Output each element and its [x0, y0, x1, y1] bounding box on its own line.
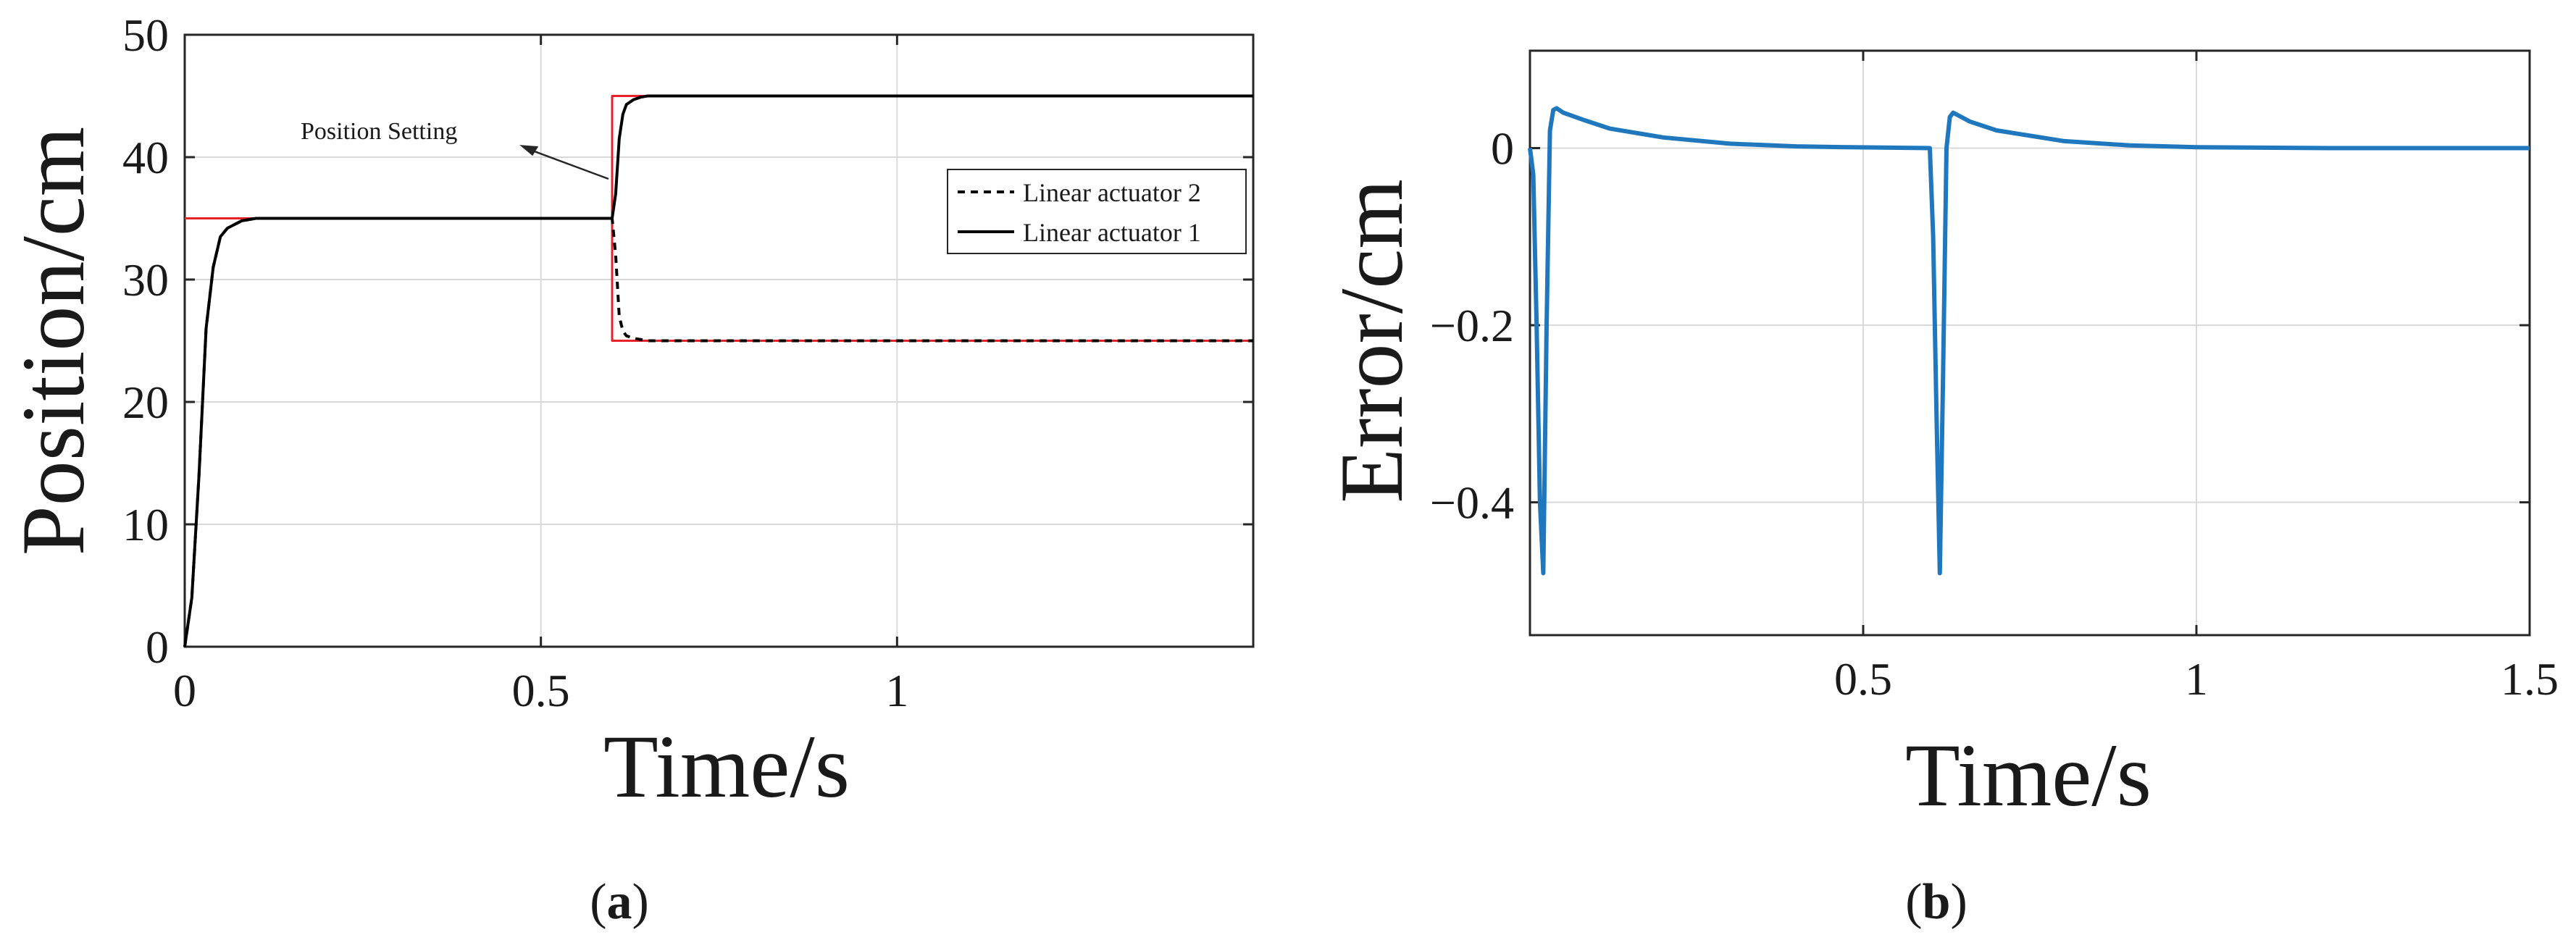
panel-b-axes-frame [1529, 49, 2531, 637]
panel-b-series-error [1528, 106, 2530, 576]
panel-b-label-letter: b [1923, 874, 1951, 930]
panel-a-series [183, 94, 1253, 647]
panel-b-x-tick-label: 1.5 [2501, 653, 2559, 705]
legend-box [947, 169, 1247, 254]
panel-a-y-tick-label: 20 [122, 377, 169, 428]
panel-b-x-tick-label: 1 [2185, 653, 2208, 705]
legend-label-linear-actuator-1: Linear actuator 1 [1023, 218, 1201, 247]
panel-a-label-open: ( [590, 874, 606, 930]
panel-b-label-open: ( [1905, 874, 1922, 930]
panel-a-series-linear-actuator-1 [183, 94, 1253, 647]
position-setting-annotation: Position Setting [301, 118, 609, 180]
panel-b-x-tick-label: 0.5 [1834, 653, 1892, 705]
annotation-text: Position Setting [301, 118, 457, 145]
panel-a-x-tick-label: 1 [885, 665, 908, 716]
panel-a-label-close: ) [632, 874, 649, 930]
panel-a-x-tick-label: 0 [173, 665, 196, 716]
panel-b-label: (b) [1905, 874, 1967, 930]
panel-b-chart: 0.5 1 1.5 0 −0.2 −0.4 Time/s Error/cm (b) [1322, 49, 2559, 930]
panel-a-label: (a) [590, 874, 649, 930]
legend-label-linear-actuator-2: Linear actuator 2 [1023, 178, 1201, 207]
panel-a-y-axis-title: Position/cm [4, 127, 103, 556]
panel-a-y-tick-label: 0 [146, 621, 169, 673]
panel-b-x-axis-title: Time/s [1905, 726, 2151, 825]
panel-b-label-close: ) [1950, 874, 1967, 930]
panel-a-series-linear-actuator-2 [183, 217, 1253, 647]
annotation-arrow [526, 147, 609, 180]
panel-a-y-tick-label: 30 [122, 254, 169, 306]
panel-a-legend: Linear actuator 2 Linear actuator 1 [947, 169, 1247, 254]
panel-a-y-tick-label: 40 [122, 132, 169, 183]
panel-a-label-letter: a [607, 874, 632, 930]
panel-b-y-axis-title: Error/cm [1322, 179, 1421, 503]
panel-b-series [1528, 106, 2530, 576]
panel-b-y-tick-label: −0.2 [1430, 300, 1514, 351]
panel-a-x-tick-label: 0.5 [512, 665, 570, 716]
panel-a-y-tick-label: 10 [122, 499, 169, 550]
panel-a-x-axis-title: Time/s [603, 717, 850, 816]
panel-a-y-tick-label: 50 [122, 9, 169, 61]
panel-b-ticks: 0.5 1 1.5 0 −0.2 −0.4 [1430, 51, 2559, 705]
panel-b-y-tick-label: −0.4 [1430, 477, 1514, 529]
annotation-arrowhead [519, 145, 539, 156]
panel-b-y-tick-label: 0 [1491, 123, 1514, 175]
